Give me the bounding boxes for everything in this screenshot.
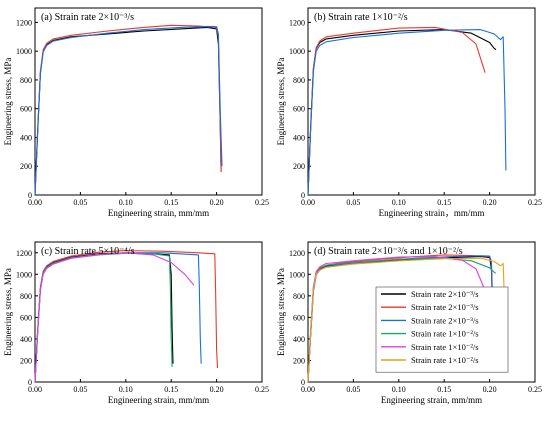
x-tick-label: 0.00 xyxy=(28,198,42,207)
chart-panel-1: 0.00 0.05 0.10 0.15 0.20 0.25 0 200 400 600 800 100… xyxy=(276,7,542,218)
x-tick-label: 0.25 xyxy=(528,198,542,207)
x-tick-label: 0.20 xyxy=(483,198,497,207)
series-line-black xyxy=(34,252,174,383)
series-line-red xyxy=(307,26,486,196)
y-axis-title: Engineering stress, MPa xyxy=(3,58,13,146)
y-tick-label: 600 xyxy=(293,313,305,322)
y-tick-label: 1000 xyxy=(289,47,305,56)
y-tick-label: 800 xyxy=(20,76,32,85)
chart-panel-2: 0.00 0.05 0.10 0.15 0.20 0.25 0 200 400 600 800 100… xyxy=(3,241,269,405)
chart-panel-0: 0.00 0.05 0.10 0.15 0.20 0.25 0 200 400 600 800 100… xyxy=(3,7,269,218)
x-axis-title: Engineering strain, mm/mm xyxy=(108,395,209,405)
x-tick-label: 0.00 xyxy=(301,385,315,394)
y-axis-title: Engineering stress, MPa xyxy=(276,268,286,356)
x-tick-label: 0.15 xyxy=(437,385,451,394)
panel-title: (d) Strain rate 2×10⁻³/s and 1×10⁻²/s xyxy=(314,246,463,257)
plot-frame xyxy=(307,241,536,383)
y-tick-label: 200 xyxy=(20,356,32,365)
y-tick-label: 1200 xyxy=(16,249,32,258)
series-line-magenta xyxy=(34,252,195,383)
y-tick-label: 200 xyxy=(20,162,32,171)
legend-label: Strain rate 2×10⁻³/s xyxy=(411,289,479,299)
series-line-green xyxy=(34,252,173,383)
y-tick-label: 1000 xyxy=(16,47,32,56)
x-axis-title: Engineering strain，mm/mm xyxy=(379,208,485,218)
x-tick-label: 0.10 xyxy=(392,198,406,207)
series-line-black xyxy=(34,26,222,196)
plot-frame xyxy=(34,241,263,383)
y-tick-label: 1000 xyxy=(289,270,305,279)
y-tick-label: 200 xyxy=(293,356,305,365)
legend: Strain rate 2×10⁻³/s Strain rate 2×10⁻³/s… xyxy=(375,286,509,373)
y-tick-label: 600 xyxy=(293,105,305,114)
y-axis-title: Engineering stress, MPa xyxy=(276,58,286,146)
x-tick-label: 0.25 xyxy=(255,198,269,207)
x-tick-label: 0.00 xyxy=(28,385,42,394)
x-axis-title: Engineering strain, mm/mm xyxy=(108,208,209,218)
x-tick-label: 0.05 xyxy=(73,198,87,207)
y-tick-label: 200 xyxy=(293,162,305,171)
y-tick-label: 800 xyxy=(293,292,305,301)
y-tick-label: 0 xyxy=(301,378,305,387)
y-tick-label: 400 xyxy=(20,133,32,142)
y-axis-title: Engineering stress, MPa xyxy=(3,268,13,356)
x-tick-label: 0.20 xyxy=(210,385,224,394)
series-line-orange xyxy=(307,257,507,383)
plot-frame xyxy=(34,7,263,196)
legend-label: Strain rate 1×10⁻²/s xyxy=(411,342,479,352)
x-tick-label: 0.10 xyxy=(119,198,133,207)
series-line-blue xyxy=(307,29,507,196)
y-tick-label: 0 xyxy=(28,191,32,200)
y-tick-label: 800 xyxy=(293,76,305,85)
y-tick-label: 800 xyxy=(20,292,32,301)
legend-label: Strain rate 1×10⁻²/s xyxy=(411,355,479,365)
x-tick-label: 0.05 xyxy=(73,385,87,394)
y-tick-label: 1000 xyxy=(16,270,32,279)
x-tick-label: 0.25 xyxy=(255,385,269,394)
x-axis-title: Engineering strain, mm/mm xyxy=(381,395,482,405)
legend-label: Strain rate 1×10⁻²/s xyxy=(411,329,479,339)
series-line-blue xyxy=(34,25,223,196)
series-line-red xyxy=(34,24,222,196)
y-tick-label: 0 xyxy=(28,378,32,387)
y-tick-label: 600 xyxy=(20,105,32,114)
legend-label: Strain rate 2×10⁻³/s xyxy=(411,302,479,312)
plot-frame xyxy=(307,7,536,196)
x-tick-label: 0.20 xyxy=(210,198,224,207)
x-tick-label: 0.20 xyxy=(483,385,497,394)
y-tick-label: 1200 xyxy=(16,18,32,27)
x-tick-label: 0.05 xyxy=(346,198,360,207)
legend-box xyxy=(375,286,509,373)
x-tick-label: 0.25 xyxy=(528,385,542,394)
x-tick-label: 0.15 xyxy=(437,198,451,207)
series-line-black xyxy=(307,29,497,196)
panel-title: (c) Strain rate 5×10⁻⁴/s xyxy=(41,246,135,257)
y-tick-label: 400 xyxy=(293,335,305,344)
y-tick-label: 400 xyxy=(293,133,305,142)
series-line-red xyxy=(34,250,219,383)
x-tick-label: 0.00 xyxy=(301,198,315,207)
series-line-blue xyxy=(34,252,202,383)
panel-title: (a) Strain rate 2×10⁻³/s xyxy=(41,12,134,23)
y-tick-label: 1200 xyxy=(289,249,305,258)
x-tick-label: 0.15 xyxy=(164,385,178,394)
y-tick-label: 600 xyxy=(20,313,32,322)
legend-label: Strain rate 2×10⁻³/s xyxy=(411,315,479,325)
x-tick-label: 0.05 xyxy=(346,385,360,394)
chart-panel-3: 0.00 0.05 0.10 0.15 0.20 0.25 0 200 400 600 800 100… xyxy=(276,241,542,405)
y-tick-label: 1200 xyxy=(289,18,305,27)
panel-title: (b) Strain rate 1×10⁻²/s xyxy=(314,12,408,23)
y-tick-label: 0 xyxy=(301,191,305,200)
x-tick-label: 0.10 xyxy=(119,385,133,394)
x-tick-label: 0.15 xyxy=(164,198,178,207)
x-tick-label: 0.10 xyxy=(392,385,406,394)
y-tick-label: 400 xyxy=(20,335,32,344)
